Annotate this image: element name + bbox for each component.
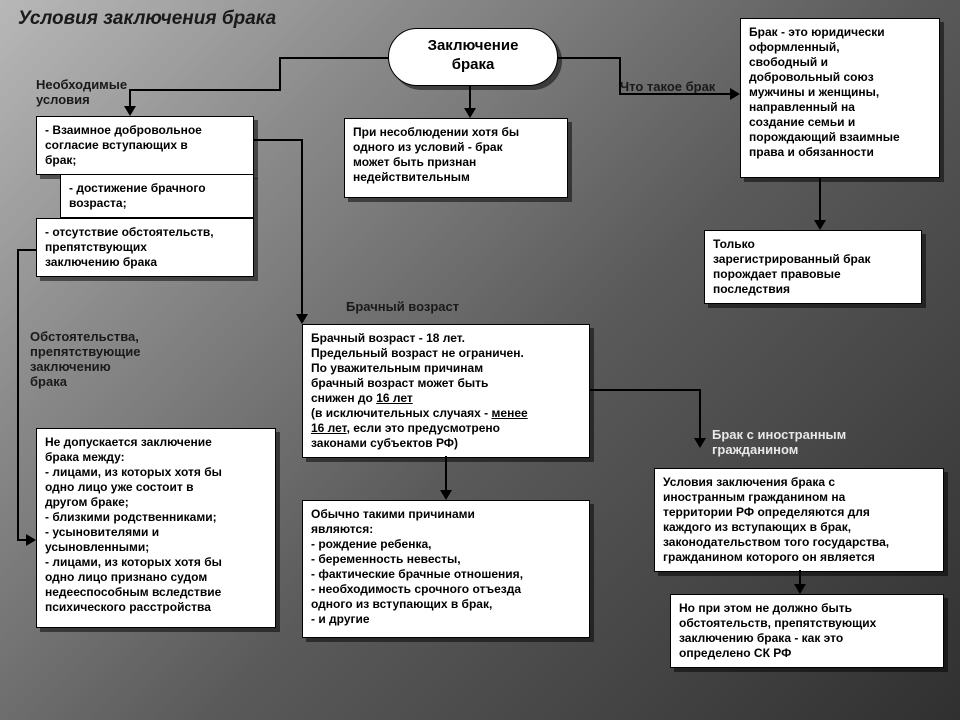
- label-foreign: Брак с иностраннымгражданином: [712, 428, 846, 458]
- node-cond2: - достижение брачноговозраста;: [60, 174, 254, 218]
- node-registered: Толькозарегистрированный бракпорождает п…: [704, 230, 922, 304]
- label-age: Брачный возраст: [346, 300, 459, 315]
- node-def: Брак - это юридическиоформленный,свободн…: [740, 18, 940, 178]
- node-prohibited: Не допускается заключениебрака между:- л…: [36, 428, 276, 628]
- node-root: Заключениебрака: [388, 28, 558, 86]
- node-cond1: - Взаимное добровольноесогласие вступающ…: [36, 116, 254, 175]
- page-title: Условия заключения брака: [18, 8, 276, 30]
- node-reasons: Обычно такими причинамиявляются:- рожден…: [302, 500, 590, 638]
- node-foreign-cond: Условия заключения брака синостранным гр…: [654, 468, 944, 572]
- label-circumstances: Обстоятельства,препятствующиезаключениюб…: [30, 330, 140, 390]
- label-what-is: Что такое брак: [620, 80, 715, 95]
- diagram-canvas: Условия заключения брака Необходимыеусло…: [0, 0, 960, 720]
- node-age18: Брачный возраст - 18 лет.Предельный возр…: [302, 324, 590, 458]
- node-cond3: - отсутствие обстоятельств,препятствующи…: [36, 218, 254, 277]
- node-invalid: При несоблюдении хотя быодного из услови…: [344, 118, 568, 198]
- node-foreign-but: Но при этом не должно бытьобстоятельств,…: [670, 594, 944, 668]
- label-necessary: Необходимыеусловия: [36, 78, 127, 108]
